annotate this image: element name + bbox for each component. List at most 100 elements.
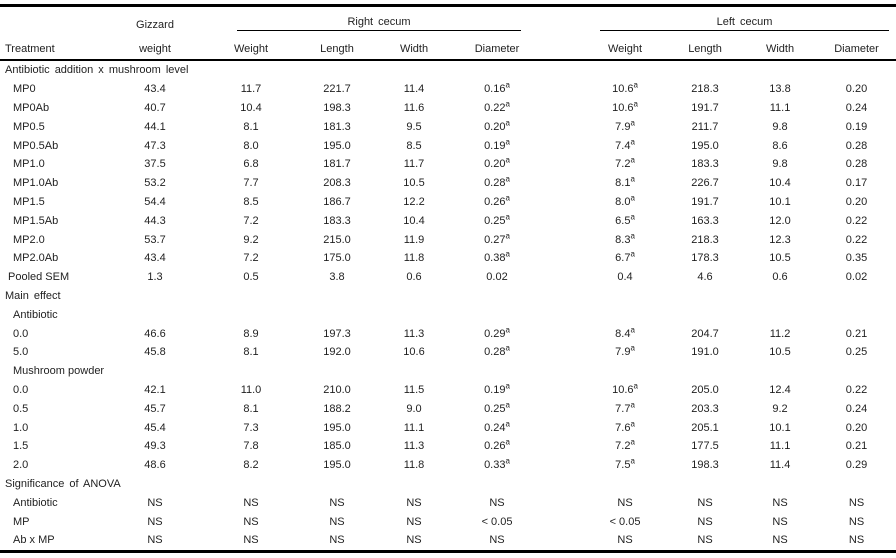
value-cell: 54.4 — [144, 195, 166, 208]
value-cell: 7.2 — [243, 214, 259, 227]
row-label: 0.0 — [13, 327, 29, 340]
value-cell: NS — [617, 534, 633, 547]
right-diameter-column-header: Diameter — [451, 31, 544, 61]
value-cell: 8.0a — [615, 193, 635, 208]
value-cell: 7.9a — [615, 118, 635, 133]
value-cell: 8.1 — [243, 346, 259, 359]
superscript-note: a — [630, 249, 635, 259]
value-cell: 10.6a — [612, 99, 638, 114]
value-cell: 188.2 — [323, 402, 351, 415]
row-label: Ab x MP — [13, 534, 55, 547]
value-cell: 10.4 — [403, 214, 425, 227]
table-row: MP0.5Ab 47.3 8.0 195.0 8.5 0.19a 7.4a 195.0 8.6 0… — [0, 136, 896, 155]
superscript-note: a — [505, 80, 510, 90]
superscript-note: a — [505, 418, 510, 428]
value-cell: 9.8 — [772, 158, 788, 171]
value-cell: 205.1 — [691, 421, 719, 434]
right-width-column-header: Width — [377, 31, 451, 61]
value-cell: NS — [772, 515, 788, 528]
value-cell: 53.2 — [144, 177, 166, 190]
value-cell: 43.4 — [144, 83, 166, 96]
value-cell: 49.3 — [144, 440, 166, 453]
value-cell: 218.3 — [691, 233, 719, 246]
value-cell: 195.0 — [323, 421, 351, 434]
value-cell: 0.20 — [845, 421, 868, 434]
value-cell: 0.02 — [845, 271, 868, 284]
value-cell: 0.28 — [845, 158, 868, 171]
value-cell: 0.6 — [772, 271, 788, 284]
value-cell: 7.4a — [615, 136, 635, 152]
table-row: Antibiotic NS NS NS NS NS NS NS NS NS — [0, 493, 896, 512]
value-cell: 7.2 — [243, 252, 259, 265]
spacer-cell — [543, 493, 583, 512]
value-cell: 0.33a — [484, 456, 510, 472]
right-cecum-label: Right cecum — [237, 16, 522, 31]
value-cell: 11.4 — [403, 83, 425, 96]
value-cell: 11.2 — [769, 327, 791, 340]
value-cell: 221.7 — [323, 83, 351, 96]
table-row: MP1.0 37.5 6.8 181.7 11.7 0.20a 7.2a 183.3 9.8 0.… — [0, 155, 896, 174]
value-cell: 0.25a — [484, 212, 510, 227]
value-cell: NS — [772, 496, 788, 509]
superscript-note: a — [630, 324, 635, 334]
superscript-note: a — [505, 118, 510, 128]
row-label: MP — [13, 515, 30, 528]
value-cell: 7.8 — [243, 440, 259, 453]
value-cell: 0.20a — [484, 118, 510, 133]
value-cell: NS — [617, 496, 633, 509]
value-cell: 195.0 — [323, 139, 351, 152]
value-cell: 44.1 — [144, 120, 166, 133]
value-cell: 43.4 — [144, 252, 166, 265]
spacer-cell — [543, 211, 583, 230]
value-cell: 208.3 — [323, 177, 351, 190]
superscript-note: a — [630, 230, 635, 240]
superscript-note: a — [633, 99, 638, 109]
spacer-cell — [543, 249, 583, 268]
value-cell: 0.20a — [484, 155, 510, 171]
value-cell: 0.22 — [845, 214, 868, 227]
table-row: MP0Ab 40.7 10.4 198.3 11.6 0.22a 10.6a 191.7 11.… — [0, 99, 896, 118]
superscript-note: a — [505, 136, 510, 146]
spacer-cell — [543, 80, 583, 99]
table-body: Antibiotic addition x mushroom level MP0 4… — [0, 60, 896, 551]
row-label: 0.0 — [13, 383, 29, 396]
value-cell: NS — [772, 534, 788, 547]
value-cell: 11.3 — [403, 440, 425, 453]
value-cell: 0.28a — [484, 343, 510, 359]
superscript-note: a — [505, 230, 510, 240]
superscript-note: a — [630, 400, 635, 410]
value-cell: 13.8 — [769, 83, 791, 96]
treatment-column-header: Treatment — [0, 31, 105, 61]
value-cell: 10.1 — [769, 421, 791, 434]
spacer-cell — [543, 99, 583, 118]
value-cell: 0.27a — [484, 230, 510, 246]
value-cell: 183.3 — [323, 214, 351, 227]
value-cell: 8.0 — [243, 139, 259, 152]
value-cell: 8.1a — [615, 174, 635, 190]
table-header: Gizzard Right cecum Left cecum Treatment… — [0, 6, 896, 61]
value-cell: NS — [406, 534, 422, 547]
value-cell: 191.7 — [691, 101, 719, 114]
value-cell: 37.5 — [144, 158, 166, 171]
value-cell: 0.5 — [243, 271, 259, 284]
superscript-note: a — [630, 118, 635, 128]
value-cell: 163.3 — [691, 214, 719, 227]
superscript-note: a — [630, 456, 635, 466]
table-row: MP1.5 54.4 8.5 186.7 12.2 0.26a 8.0a 191.7 10.1 0… — [0, 193, 896, 212]
row-label: 1.5 — [13, 440, 29, 453]
value-cell: 0.22a — [484, 99, 510, 114]
empty-cell — [105, 60, 896, 80]
value-cell: 8.1 — [243, 402, 259, 415]
value-cell: 1.3 — [147, 271, 163, 284]
empty-cell — [105, 475, 896, 494]
superscript-note: a — [630, 193, 635, 203]
left-diameter-column-header: Diameter — [817, 31, 896, 61]
value-cell: 9.2 — [243, 233, 259, 246]
value-cell: 8.5 — [243, 195, 259, 208]
value-cell: 0.29a — [484, 324, 510, 340]
value-cell: 12.2 — [403, 195, 425, 208]
row-label: Antibiotic — [13, 308, 58, 321]
row-label: MP2.0 — [13, 233, 45, 246]
left-cecum-label: Left cecum — [600, 16, 890, 31]
value-cell: 191.7 — [691, 195, 719, 208]
